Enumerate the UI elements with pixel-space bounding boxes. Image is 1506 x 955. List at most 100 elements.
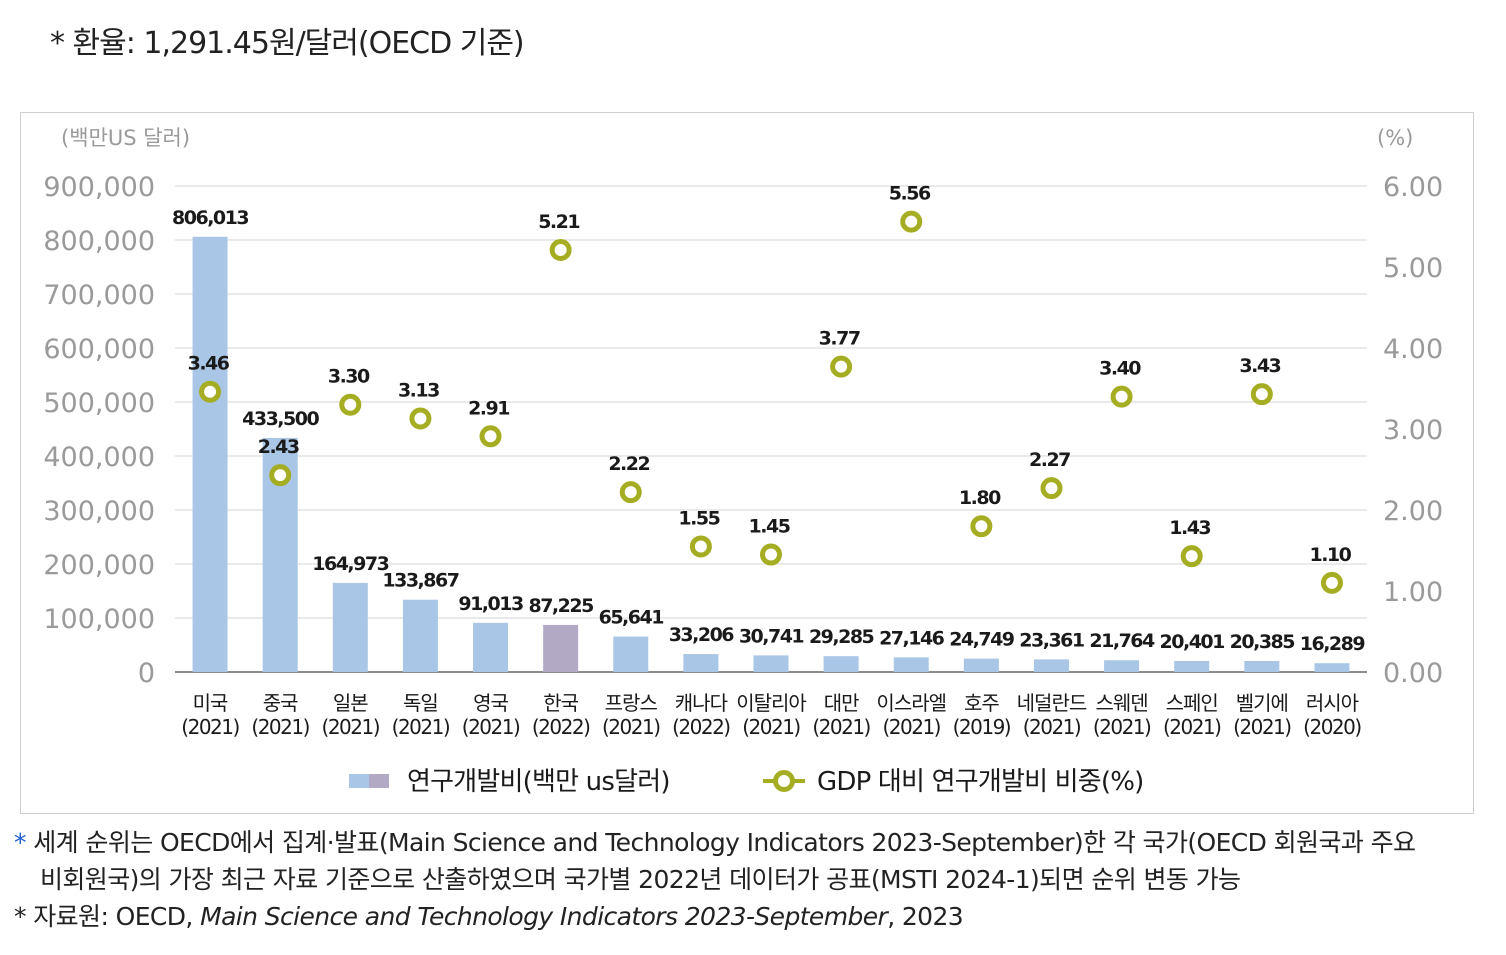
y-left-tick-label: 100,000 [43,604,155,635]
footnote-ranking: * 세계 순위는 OECD에서 집계·발표(Main Science and T… [14,824,1484,861]
bar-value-label: 24,749 [949,629,1014,651]
ratio-marker [199,380,222,403]
ratio-value-label: 3.43 [1239,355,1280,377]
y-right-tick-label: 2.00 [1383,496,1443,527]
x-category-label: 이스라엘 [876,691,946,715]
footnotes: * 세계 순위는 OECD에서 집계·발표(Main Science and T… [14,824,1484,935]
ratio-value-label: 2.43 [258,436,299,458]
y-left-tick-label: 600,000 [43,334,155,365]
bar [753,655,789,672]
x-category-year: (2021) [742,715,800,739]
y-right-unit-label: (%) [1377,126,1413,150]
y-left-tick-label: 500,000 [43,388,155,419]
x-category-year: (2022) [672,715,730,739]
ratio-marker [689,535,712,558]
ratio-value-label: 1.10 [1309,544,1351,566]
bar [1104,660,1140,672]
y-left-tick-label: 700,000 [43,280,155,311]
y-right-tick-label: 4.00 [1383,334,1443,365]
bar [192,236,228,672]
ratio-marker [619,481,642,504]
ratio-marker [1180,545,1203,568]
y-right-tick-label: 6.00 [1383,172,1443,203]
legend-label-bar: 연구개발비(백만 us달러) [407,767,670,797]
ratio-marker [760,543,782,566]
ratio-marker [830,355,853,378]
bar [1314,663,1350,672]
bar-value-label: 133,867 [382,570,458,592]
x-category-year: (2019) [953,715,1011,739]
bar-value-label: 30,741 [739,625,804,647]
bar [1033,659,1069,672]
x-category-year: (2021) [1093,715,1151,739]
bar-value-label: 27,146 [879,627,945,649]
x-category-label: 벨기에 [1236,691,1288,715]
y-right-tick-label: 5.00 [1383,253,1443,284]
ratio-marker [549,238,572,261]
x-category-year: (2021) [322,715,380,739]
x-category-year: (2022) [532,715,590,739]
y-right-tick-label: 3.00 [1383,415,1443,446]
x-category-label: 영국 [473,691,508,715]
legend-swatch-bar [349,774,369,788]
footnote-star: * [14,828,27,857]
bar [543,624,579,672]
bar [1174,660,1210,672]
bar-value-label: 433,500 [242,408,319,430]
bar-value-label: 91,013 [458,593,523,615]
x-category-year: (2021) [181,715,239,739]
ratio-value-label: 3.13 [398,379,439,401]
bar-value-label: 164,973 [312,553,388,575]
y-left-unit-label: (백만US 달러) [61,126,190,150]
x-category-label: 미국 [193,691,228,715]
x-category-label: 일본 [333,691,368,715]
ratio-value-label: 2.91 [468,397,509,419]
x-category-label: 러시아 [1306,691,1359,715]
y-right-tick-label: 1.00 [1383,577,1443,608]
chart-frame: 900,000 800,000 700,000 600,000 500,000 400,0… [20,112,1474,814]
y-left-tick-label: 300,000 [43,496,155,527]
ratio-value-label: 3.46 [188,353,230,375]
y-left-tick-label: 900,000 [43,172,155,203]
legend-marker [773,770,795,792]
ratio-value-label: 2.22 [608,453,649,475]
bar-value-label: 16,289 [1300,633,1365,655]
ratio-marker [1110,385,1133,408]
bar [683,654,719,672]
x-category-label: 한국 [543,691,578,715]
ratio-value-label: 1.55 [678,507,719,529]
ratio-value-label: 3.30 [328,366,370,388]
bar-value-label: 33,206 [669,624,735,646]
ratio-marker [1250,383,1273,406]
bar-value-label: 21,764 [1089,630,1155,652]
footnote-ranking-text: 세계 순위는 OECD에서 집계·발표(Main Science and Tec… [33,828,1416,857]
bar [473,622,509,672]
y-left-tick-label: 400,000 [43,442,155,473]
x-category-year: (2021) [1233,715,1291,739]
x-category-label: 중국 [263,691,298,715]
x-category-label: 캐나다 [675,691,728,715]
ratio-marker [269,464,292,487]
exchange-rate-note: * 환율: 1,291.45원/달러(OECD 기준) [50,26,525,61]
x-category-year: (2021) [602,715,660,739]
x-category-label: 스페인 [1166,691,1218,715]
bar [1244,660,1280,672]
ratio-marker [479,425,502,448]
bar-value-label: 806,013 [172,207,248,229]
footnote-ranking-cont: 비회원국)의 가장 최근 자료 기준으로 산출하였으며 국가별 2022년 데이… [40,865,1241,894]
x-category-year: (2021) [462,715,520,739]
ratio-marker [1320,571,1343,594]
x-category-label: 네덜란드 [1017,691,1087,715]
x-category-label: 독일 [403,691,438,715]
x-category-label: 이탈리아 [736,691,806,715]
x-category-year: (2021) [882,715,940,739]
bar [613,636,649,672]
ratio-value-label: 3.77 [819,328,860,350]
rd-expenditure-chart: 900,000 800,000 700,000 600,000 500,000 400,0… [43,126,1443,797]
ratio-value-label: 3.40 [1099,358,1141,380]
y-left-tick-label: 800,000 [43,226,155,257]
ratio-marker [339,393,362,416]
bar [893,657,929,672]
y-left-tick-label: 0 [138,658,155,689]
bar-value-label: 20,385 [1230,631,1295,653]
